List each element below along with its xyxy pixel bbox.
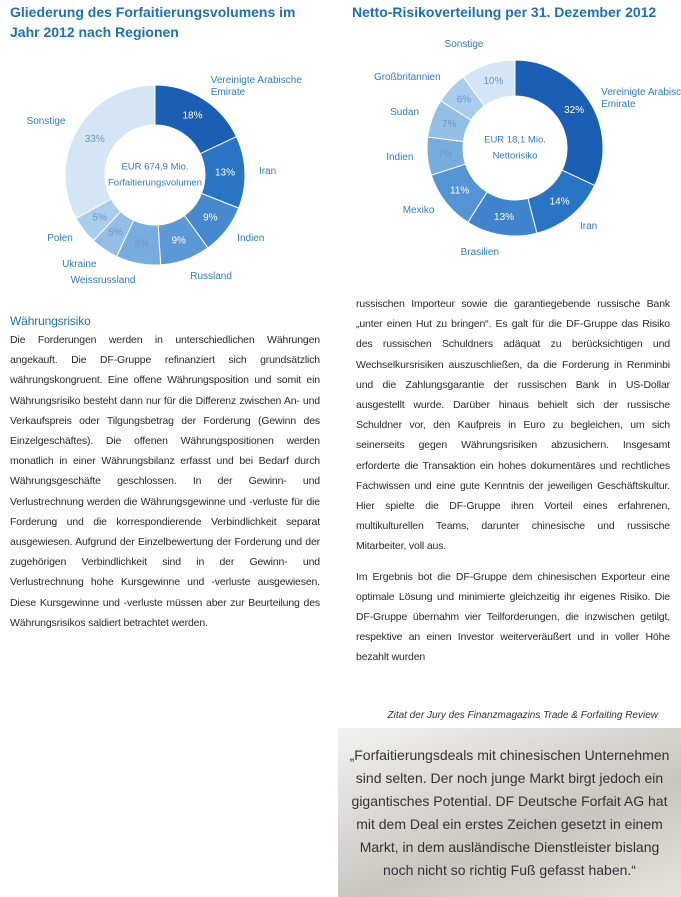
value-label: 13% bbox=[215, 167, 235, 178]
paragraph: Im Ergebnis bot die DF-Gruppe dem chines… bbox=[356, 570, 670, 664]
category-label: Polen bbox=[47, 232, 73, 244]
donut-slice bbox=[514, 59, 604, 187]
value-label: 18% bbox=[183, 111, 203, 122]
value-label: 14% bbox=[550, 197, 570, 208]
center-label: EUR 18,1 Mio. bbox=[484, 135, 546, 146]
value-label: 11% bbox=[450, 186, 469, 197]
category-label: Iran bbox=[580, 220, 598, 232]
category-label: Großbritannien bbox=[373, 72, 441, 84]
value-label: 10% bbox=[483, 76, 503, 87]
left-column: Währungsrisiko Die Forderungen werden in… bbox=[10, 312, 320, 643]
category-label: Vereinigte Arabische Emirate bbox=[210, 75, 302, 99]
value-label: 7% bbox=[442, 119, 457, 130]
category-label: Vereinigte Arabische Emirate bbox=[601, 87, 681, 111]
paragraph: Die Forderungen werden in unterschiedlic… bbox=[10, 334, 320, 629]
right-column: russischen Importeur sowie die garantieg… bbox=[356, 294, 670, 678]
value-label: 33% bbox=[85, 134, 105, 145]
category-label: Weissrussland bbox=[70, 275, 136, 287]
donut-slice bbox=[462, 59, 516, 107]
category-label: Sonstige bbox=[26, 116, 66, 128]
category-label: Mexiko bbox=[402, 204, 435, 216]
center-label: Forfaitierungsvolumen bbox=[108, 178, 202, 189]
donut-chart: 18% 13% 9% 9% 8% 5%5% 33% EUR 674,9 Mio. Forfait… bbox=[64, 84, 246, 266]
donut-slice bbox=[64, 84, 156, 220]
category-label: Indien bbox=[237, 232, 265, 244]
value-label: 5% bbox=[92, 213, 107, 224]
value-label: 6% bbox=[457, 95, 472, 106]
chart-title: Netto-Risikoverteilung per 31. Dezember … bbox=[352, 4, 657, 20]
paragraph: russischen Importeur sowie die garantieg… bbox=[356, 298, 670, 553]
category-label: Sonstige bbox=[444, 38, 484, 50]
quote-box: „Forfaitierungsdeals mit chinesischen Un… bbox=[338, 728, 681, 897]
value-label: 8% bbox=[135, 238, 150, 249]
category-label: Sudan bbox=[390, 107, 420, 119]
value-label: 7% bbox=[438, 149, 453, 160]
category-label: Ukraine bbox=[62, 259, 97, 271]
value-label: 13% bbox=[494, 212, 514, 223]
category-label: Russland bbox=[190, 270, 232, 282]
quote-text: „Forfaitierungsdeals mit chinesischen Un… bbox=[349, 747, 670, 878]
value-label: 5% bbox=[108, 228, 123, 239]
value-label: 32% bbox=[564, 105, 584, 116]
category-label: Brasilien bbox=[460, 246, 500, 258]
center-label: EUR 674,9 Mio. bbox=[121, 162, 188, 173]
value-label: 9% bbox=[203, 213, 218, 224]
center-label: Nettorisiko bbox=[493, 151, 538, 162]
category-label: Indien bbox=[386, 151, 414, 163]
category-label: Iran bbox=[258, 165, 277, 177]
chart-title: Gliederung des Forfaitierungsvolumens im… bbox=[10, 4, 296, 40]
quote-caption: Zitat der Jury des Finanzmagazins Trade … bbox=[387, 710, 658, 721]
donut-chart: 32% 14% 13% 11% 7% 7% 6% 10% EUR 18,1 Mio. Nettor… bbox=[426, 59, 604, 237]
section-heading: Währungsrisiko bbox=[10, 314, 91, 328]
value-label: 9% bbox=[171, 236, 186, 247]
